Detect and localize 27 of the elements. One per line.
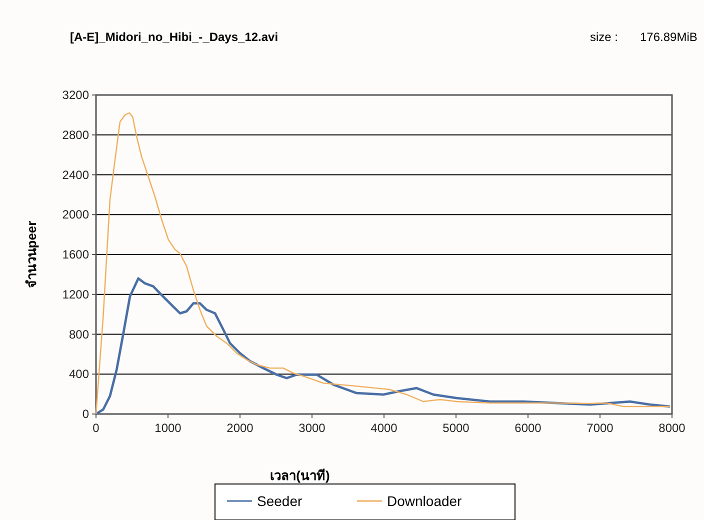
- y-tick-label: 0: [82, 407, 90, 421]
- legend-label: Seeder: [257, 493, 302, 509]
- legend-label: Downloader: [387, 493, 462, 509]
- chart-title: [A-E]_Midori_no_Hibi_-_Days_12.avi: [70, 30, 278, 44]
- y-tick-label: 1600: [62, 248, 90, 262]
- x-tick-label: 6000: [514, 421, 542, 435]
- x-axis-title: เวลา(นาที): [270, 468, 330, 483]
- y-tick-label: 2400: [62, 168, 90, 182]
- y-tick-label: 1200: [62, 287, 90, 302]
- y-tick-label: 800: [68, 327, 90, 342]
- x-tick-label: 7000: [586, 421, 614, 435]
- y-tick-label: 3200: [62, 88, 90, 102]
- x-tick-label: 4000: [370, 421, 398, 435]
- y-tick-label: 2000: [62, 208, 90, 222]
- x-tick-label: 5000: [442, 421, 470, 435]
- x-tick-label: 1000: [154, 421, 182, 435]
- line-series: [95, 112, 671, 415]
- text: 176.89MiB: [640, 30, 698, 44]
- x-tick-label: 0: [92, 421, 100, 435]
- x-tick-label: 8000: [658, 421, 686, 435]
- x-tick-label: 3000: [298, 421, 326, 435]
- y-tick-label: 2800: [62, 128, 90, 142]
- line-series: [94, 277, 672, 416]
- text: size :: [590, 30, 618, 44]
- x-tick-label: 2000: [226, 421, 254, 435]
- y-tick-label: 400: [68, 367, 90, 382]
- y-axis-title: จำนวนpeer: [24, 220, 39, 288]
